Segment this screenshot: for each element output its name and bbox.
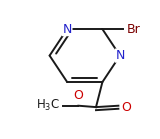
Text: Br: Br	[127, 23, 141, 36]
Text: N: N	[115, 49, 125, 62]
Text: O: O	[121, 101, 131, 114]
Text: O: O	[73, 89, 83, 102]
Text: H$_3$C: H$_3$C	[36, 98, 60, 113]
Text: N: N	[63, 23, 72, 36]
